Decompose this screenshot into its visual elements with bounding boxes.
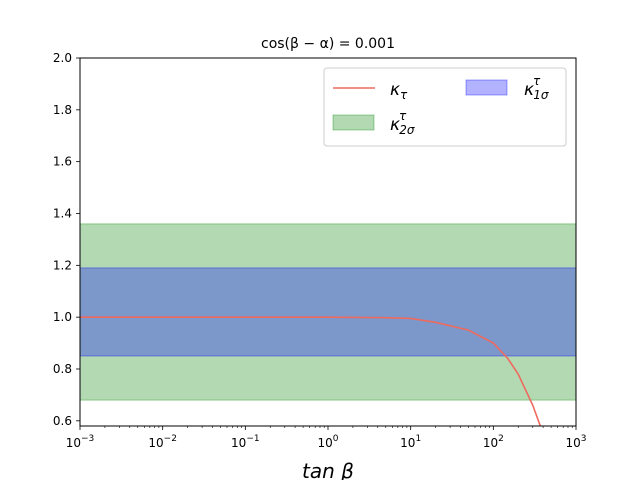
- x-tick-label: 101: [400, 434, 421, 450]
- y-tick-label: 1.0: [53, 310, 72, 324]
- legend-frame: [323, 67, 567, 147]
- y-tick-label: 1.2: [53, 258, 72, 272]
- legend-label-2sigma: κτ 2σ: [390, 109, 415, 137]
- x-tick-label: 10−3: [66, 434, 95, 450]
- y-tick-label: 1.4: [53, 206, 72, 220]
- band-1sigma: [80, 267, 576, 357]
- legend-swatch-2sigma: [332, 114, 375, 131]
- x-tick-label: 103: [565, 434, 586, 450]
- series-layer: [80, 316, 542, 426]
- x-tick-label: 10−2: [148, 434, 177, 450]
- y-axis: 0.6 0.8 1.0 1.2 1.4 1.6 1.8 2.0: [53, 51, 80, 428]
- y-tick-label: 2.0: [53, 51, 72, 65]
- y-tick-label: 1.8: [53, 103, 72, 117]
- chart-title: cos(β − α) = 0.001: [261, 36, 395, 52]
- y-tick-label: 0.6: [53, 414, 72, 428]
- bands-layer: [80, 223, 576, 401]
- series-line-kappa-tau: [80, 316, 542, 426]
- legend-swatch-1sigma: [465, 79, 508, 96]
- x-tick-label: 102: [483, 434, 504, 450]
- legend-label-kappa-tau: κτ: [390, 80, 408, 102]
- x-axis-label: tan β: [302, 459, 354, 480]
- legend-label-1sigma: κτ 1σ: [524, 74, 549, 102]
- x-tick-label: 100: [317, 434, 338, 450]
- x-axis: 10−3 10−2 10−1 100 101 102 103: [66, 426, 587, 450]
- x-tick-label: 10−1: [231, 434, 260, 450]
- legend: κτ κτ 2σ κτ 1σ: [323, 67, 567, 147]
- band-2sigma: [80, 223, 576, 401]
- y-tick-label: 0.8: [53, 362, 72, 376]
- y-tick-label: 1.6: [53, 155, 72, 169]
